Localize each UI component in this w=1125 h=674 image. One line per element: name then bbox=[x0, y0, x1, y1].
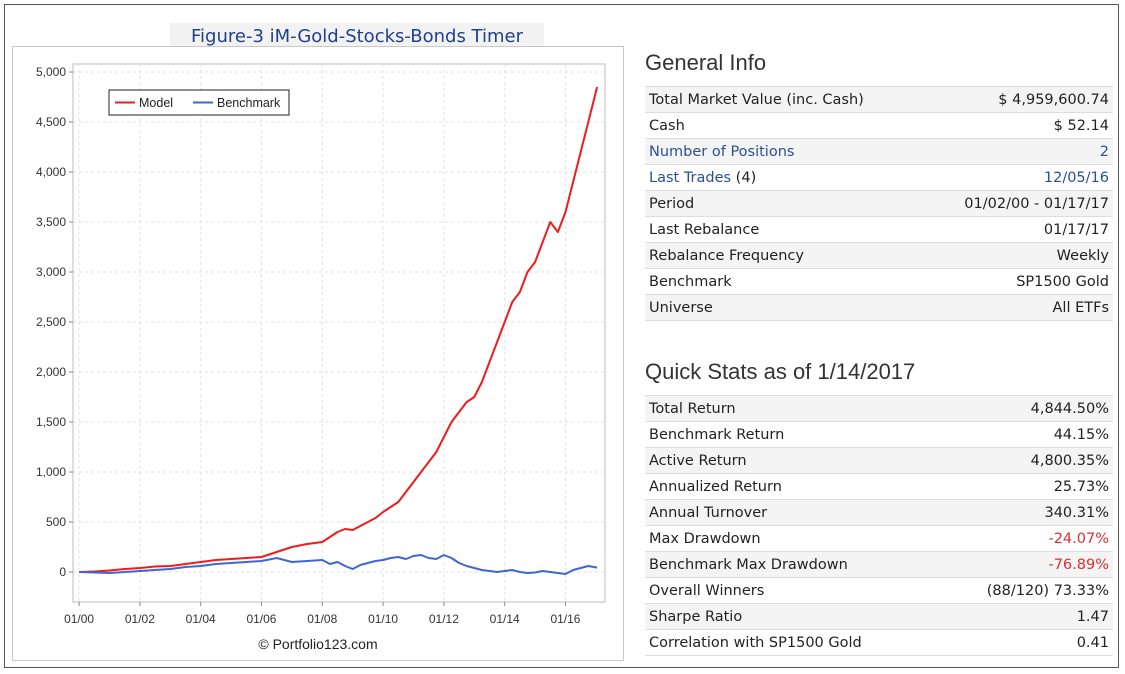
info-value: 01/02/00 - 01/17/17 bbox=[922, 190, 1113, 217]
stat-value: 1.47 bbox=[939, 603, 1113, 630]
stat-value: 25.73% bbox=[939, 473, 1113, 500]
x-tick-label: 01/06 bbox=[246, 612, 276, 626]
stat-row-annualized-return: Annualized Return 25.73% bbox=[645, 473, 1113, 500]
y-tick-label: 4,000 bbox=[36, 165, 66, 179]
info-label: Period bbox=[645, 190, 923, 217]
stat-label: Annualized Return bbox=[645, 473, 940, 500]
stat-label: Total Return bbox=[645, 395, 940, 422]
info-label: Total Market Value (inc. Cash) bbox=[645, 86, 923, 113]
stat-row-active-return: Active Return 4,800.35% bbox=[645, 447, 1113, 474]
stat-row-benchmark-max-drawdown: Benchmark Max Drawdown -76.89% bbox=[645, 551, 1113, 578]
y-tick-label: 3,000 bbox=[36, 265, 66, 279]
chart-container: 0 500 1,000 1,500 2,000 2,500 3,000 3,500 4,000 4… bbox=[12, 46, 624, 661]
plot-area bbox=[72, 63, 606, 603]
number-of-positions-value-link[interactable]: 2 bbox=[1099, 143, 1109, 160]
info-row-period: Period 01/02/00 - 01/17/17 bbox=[645, 190, 1113, 217]
quick-stats-table: Total Return 4,844.50% Benchmark Return … bbox=[645, 395, 1113, 656]
stat-row-correlation: Correlation with SP1500 Gold 0.41 bbox=[645, 629, 1113, 656]
quick-stats-heading: Quick Stats as of 1/14/2017 bbox=[645, 359, 916, 384]
y-tick-label: 2,000 bbox=[36, 365, 66, 379]
stat-value-negative: -76.89% bbox=[939, 551, 1113, 578]
info-row-total-market-value: Total Market Value (inc. Cash) $ 4,959,6… bbox=[645, 86, 1113, 113]
series-line-benchmark bbox=[79, 554, 598, 575]
general-info-heading: General Info bbox=[645, 50, 767, 75]
legend-label-model: Model bbox=[139, 96, 173, 110]
info-row-benchmark: Benchmark SP1500 Gold bbox=[645, 268, 1113, 295]
stat-row-total-return: Total Return 4,844.50% bbox=[645, 395, 1113, 422]
info-row-last-trades: Last Trades (4) 12/05/16 bbox=[645, 164, 1113, 191]
info-value: All ETFs bbox=[922, 294, 1113, 321]
number-of-positions-link[interactable]: Number of Positions bbox=[649, 143, 795, 160]
x-tick-label: 01/08 bbox=[307, 612, 337, 626]
legend-label-benchmark: Benchmark bbox=[217, 96, 281, 110]
stat-value: 4,844.50% bbox=[939, 395, 1113, 422]
stat-label: Overall Winners bbox=[645, 577, 940, 604]
stat-label: Annual Turnover bbox=[645, 499, 940, 526]
y-tick-label: 0 bbox=[59, 565, 66, 579]
info-label: Universe bbox=[645, 294, 923, 321]
x-tick-label: 01/12 bbox=[429, 612, 459, 626]
y-tick-label: 2,500 bbox=[36, 315, 66, 329]
stat-value: (88/120) 73.33% bbox=[939, 577, 1113, 604]
info-value: SP1500 Gold bbox=[922, 268, 1113, 295]
stat-label: Sharpe Ratio bbox=[645, 603, 940, 630]
last-trades-link[interactable]: Last Trades bbox=[649, 169, 732, 186]
y-tick-label: 3,500 bbox=[36, 215, 66, 229]
y-tick-label: 1,500 bbox=[36, 415, 66, 429]
stat-value-negative: -24.07% bbox=[939, 525, 1113, 552]
info-row-rebalance-frequency: Rebalance Frequency Weekly bbox=[645, 242, 1113, 269]
x-tick-label: 01/14 bbox=[490, 612, 520, 626]
last-trades-date-link[interactable]: 12/05/16 bbox=[1043, 169, 1109, 186]
y-tick-label: 1,000 bbox=[36, 465, 66, 479]
general-info-table: Total Market Value (inc. Cash) $ 4,959,6… bbox=[645, 86, 1113, 321]
x-tick-label: 01/16 bbox=[550, 612, 580, 626]
info-value: $ 4,959,600.74 bbox=[922, 86, 1113, 113]
info-row-universe: Universe All ETFs bbox=[645, 294, 1113, 321]
performance-chart: 0 500 1,000 1,500 2,000 2,500 3,000 3,500 4,000 4… bbox=[36, 63, 606, 626]
stat-row-overall-winners: Overall Winners (88/120) 73.33% bbox=[645, 577, 1113, 604]
y-tick-label: 5,000 bbox=[36, 65, 66, 79]
series-line-model bbox=[79, 86, 599, 573]
quick-stats-section: Quick Stats as of 1/14/2017 Total Return… bbox=[645, 359, 1113, 656]
info-label: Rebalance Frequency bbox=[645, 242, 923, 269]
stat-label: Benchmark Return bbox=[645, 421, 940, 448]
stat-value: 340.31% bbox=[939, 499, 1113, 526]
info-value: Weekly bbox=[922, 242, 1113, 269]
stat-label: Active Return bbox=[645, 447, 940, 474]
x-tick-label: 01/02 bbox=[125, 612, 155, 626]
y-tick-label: 4,500 bbox=[36, 115, 66, 129]
x-tick-label: 01/04 bbox=[186, 612, 216, 626]
stat-row-benchmark-return: Benchmark Return 44.15% bbox=[645, 421, 1113, 448]
x-tick-label: 01/10 bbox=[368, 612, 398, 626]
stat-row-max-drawdown: Max Drawdown -24.07% bbox=[645, 525, 1113, 552]
x-tick-label: 01/00 bbox=[64, 612, 94, 626]
stat-label: Correlation with SP1500 Gold bbox=[645, 629, 940, 656]
info-row-number-of-positions: Number of Positions 2 bbox=[645, 138, 1113, 165]
info-value: $ 52.14 bbox=[922, 112, 1113, 139]
info-label: Last Rebalance bbox=[645, 216, 923, 243]
stat-row-annual-turnover: Annual Turnover 340.31% bbox=[645, 499, 1113, 526]
general-info-section: General Info Total Market Value (inc. Ca… bbox=[645, 50, 1113, 321]
stat-label: Benchmark Max Drawdown bbox=[645, 551, 940, 578]
stat-value: 0.41 bbox=[939, 629, 1113, 656]
info-label: Benchmark bbox=[645, 268, 923, 295]
stat-label: Max Drawdown bbox=[645, 525, 940, 552]
info-label: Cash bbox=[645, 112, 923, 139]
y-tick-label: 500 bbox=[46, 515, 66, 529]
stat-value: 44.15% bbox=[939, 421, 1113, 448]
info-row-cash: Cash $ 52.14 bbox=[645, 112, 1113, 139]
chart-credit: © Portfolio123.com bbox=[258, 636, 378, 652]
stat-row-sharpe-ratio: Sharpe Ratio 1.47 bbox=[645, 603, 1113, 630]
info-value: 01/17/17 bbox=[922, 216, 1113, 243]
info-row-last-rebalance: Last Rebalance 01/17/17 bbox=[645, 216, 1113, 243]
stat-value: 4,800.35% bbox=[939, 447, 1113, 474]
last-trades-count: (4) bbox=[731, 169, 757, 186]
